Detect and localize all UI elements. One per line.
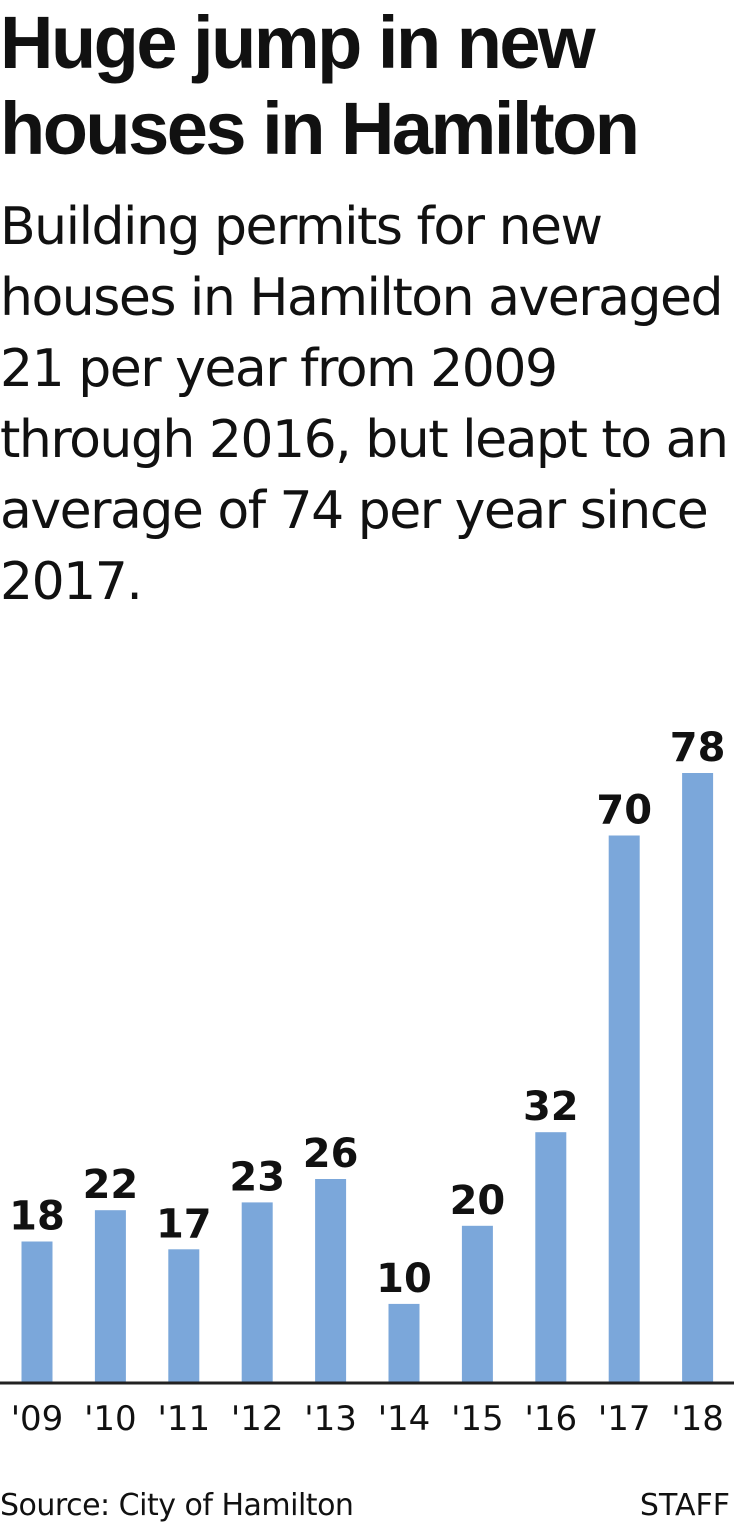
x-tick-label: '09: [11, 1399, 64, 1439]
chart-subtitle: Building permits for new houses in Hamil…: [0, 197, 729, 612]
bar-1: [94, 1210, 126, 1382]
bar-value-label: 26: [303, 1131, 359, 1177]
chart-title: Huge jump in new houses in Hamilton: [0, 1, 640, 170]
x-tick-label: '15: [451, 1399, 504, 1439]
bar-value-label: 10: [376, 1256, 432, 1302]
bar-2: [168, 1249, 200, 1382]
bar-value-label: 32: [523, 1084, 579, 1130]
bar-0: [21, 1241, 53, 1382]
bar-6: [461, 1225, 493, 1382]
bar-value-label: 78: [670, 725, 726, 771]
x-tick-label: '17: [598, 1399, 651, 1439]
bar-3: [241, 1202, 273, 1382]
x-tick-label: '12: [231, 1399, 284, 1439]
bar-value-label: 23: [229, 1154, 285, 1200]
x-tick-label: '16: [524, 1399, 577, 1439]
x-tick-label: '11: [157, 1399, 210, 1439]
bar-4: [315, 1179, 347, 1382]
source-note: Source: City of Hamilton: [0, 1488, 354, 1523]
bar-value-label: 17: [156, 1201, 212, 1247]
credit-label: STAFF: [639, 1488, 730, 1523]
bar-value-label: 70: [596, 788, 652, 834]
bar-9: [682, 773, 714, 1382]
bar-value-label: 22: [83, 1162, 139, 1208]
bar-7: [535, 1132, 567, 1382]
x-tick-label: '18: [671, 1399, 724, 1439]
bar-value-label: 18: [9, 1194, 65, 1240]
bar-5: [388, 1303, 420, 1382]
x-tick-label: '10: [84, 1399, 137, 1439]
bar-8: [608, 835, 640, 1382]
x-tick-label: '13: [304, 1399, 357, 1439]
x-tick-label: '14: [378, 1399, 431, 1439]
bar-value-label: 20: [450, 1178, 506, 1224]
bar-chart: 18 '09 22 '10 17 '11 23 '12 26 '13 10 '14 20 '15 32 '16…: [0, 725, 734, 1439]
